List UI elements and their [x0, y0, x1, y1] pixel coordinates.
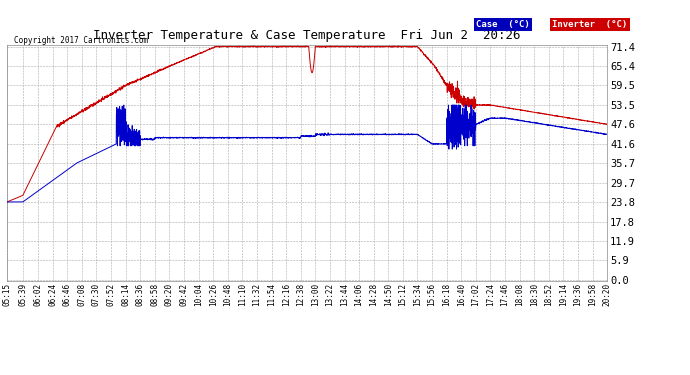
Text: Inverter  (°C): Inverter (°C) [552, 20, 627, 29]
Text: Case  (°C): Case (°C) [476, 20, 530, 29]
Title: Inverter Temperature & Case Temperature  Fri Jun 2  20:26: Inverter Temperature & Case Temperature … [93, 30, 521, 42]
Text: Copyright 2017 Cartronics.com: Copyright 2017 Cartronics.com [14, 36, 148, 45]
